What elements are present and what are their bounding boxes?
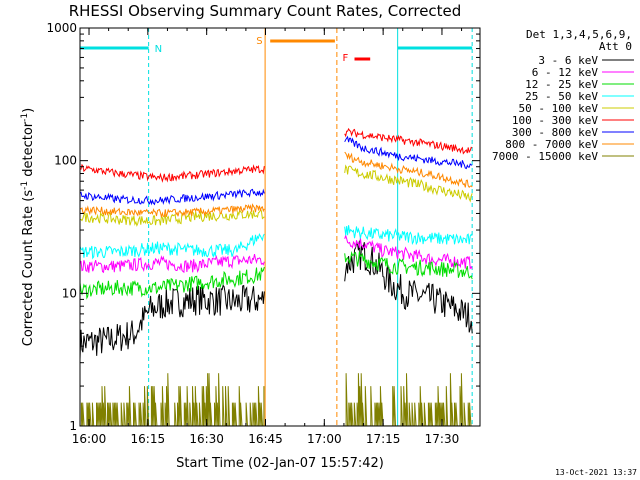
legend-entry-label: 12 - 25 keV: [525, 78, 598, 91]
y-axis-label: Corrected Count Rate (s-1 detector-1): [20, 108, 36, 346]
legend-entry-label: 3 - 6 keV: [538, 54, 598, 67]
night-label: N: [155, 44, 162, 55]
legend-entry-label: 25 - 50 keV: [525, 90, 598, 103]
x-tick-label: 16:15: [131, 432, 166, 446]
series-line: [79, 254, 265, 274]
series-line: [79, 163, 265, 183]
x-tick-label: 17:30: [425, 432, 460, 446]
series-line: [344, 225, 473, 246]
x-tick-label: 16:00: [72, 432, 107, 446]
legend-entry-label: 300 - 800 keV: [512, 126, 598, 139]
series-line: [344, 250, 473, 280]
timestamp: 13-Oct-2021 13:37: [555, 468, 637, 477]
series-line: [79, 233, 265, 260]
y-tick-label: 100: [54, 154, 77, 168]
legend-entry-label: 6 - 12 keV: [532, 66, 599, 79]
legend-entry-label: 100 - 300 keV: [512, 114, 598, 127]
legend-header: Det 1,3,4,5,6,9,: [526, 28, 632, 41]
legend-entry-label: 50 - 100 keV: [519, 102, 599, 115]
series-line: [344, 240, 473, 334]
y-tick-label: 10: [62, 286, 77, 300]
series-line: [79, 266, 265, 300]
series-line-7000-15000-kev: [80, 373, 265, 427]
x-tick-label: 17:00: [307, 432, 342, 446]
series-line: [79, 208, 265, 227]
series-line: [79, 203, 265, 218]
y-axis: 1 10 100 1000: [46, 21, 480, 433]
series-line: [79, 188, 265, 206]
series-line: [344, 135, 473, 170]
x-tick-label: 16:45: [248, 432, 283, 446]
x-tick-label: 16:30: [189, 432, 224, 446]
y-tick-label: 1000: [46, 21, 77, 35]
legend-entry-label: 800 - 7000 keV: [505, 138, 598, 151]
legend-entry-label: 7000 - 15000 keV: [492, 150, 598, 163]
chart-title: RHESSI Observing Summary Count Rates, Co…: [69, 2, 462, 20]
y-tick-label: 1: [69, 419, 77, 433]
series-line: [344, 151, 473, 188]
series-line: [344, 234, 473, 270]
saa-label: S: [256, 36, 262, 47]
plot-area: N S F: [79, 28, 473, 427]
series-line: [344, 164, 473, 203]
series-line-7000-15000-kev: [344, 373, 472, 427]
flare-label: F: [343, 53, 349, 64]
plot-frame: [79, 27, 481, 427]
x-tick-label: 17:15: [366, 432, 401, 446]
series-line: [79, 284, 265, 360]
x-axis: 16:00 16:15 16:30 16:45 17:00 17:15 17:30: [72, 28, 463, 446]
x-axis-label: Start Time (02-Jan-07 15:57:42): [176, 456, 384, 471]
series-line: [344, 127, 473, 155]
legend-header: Att 0: [599, 40, 632, 53]
